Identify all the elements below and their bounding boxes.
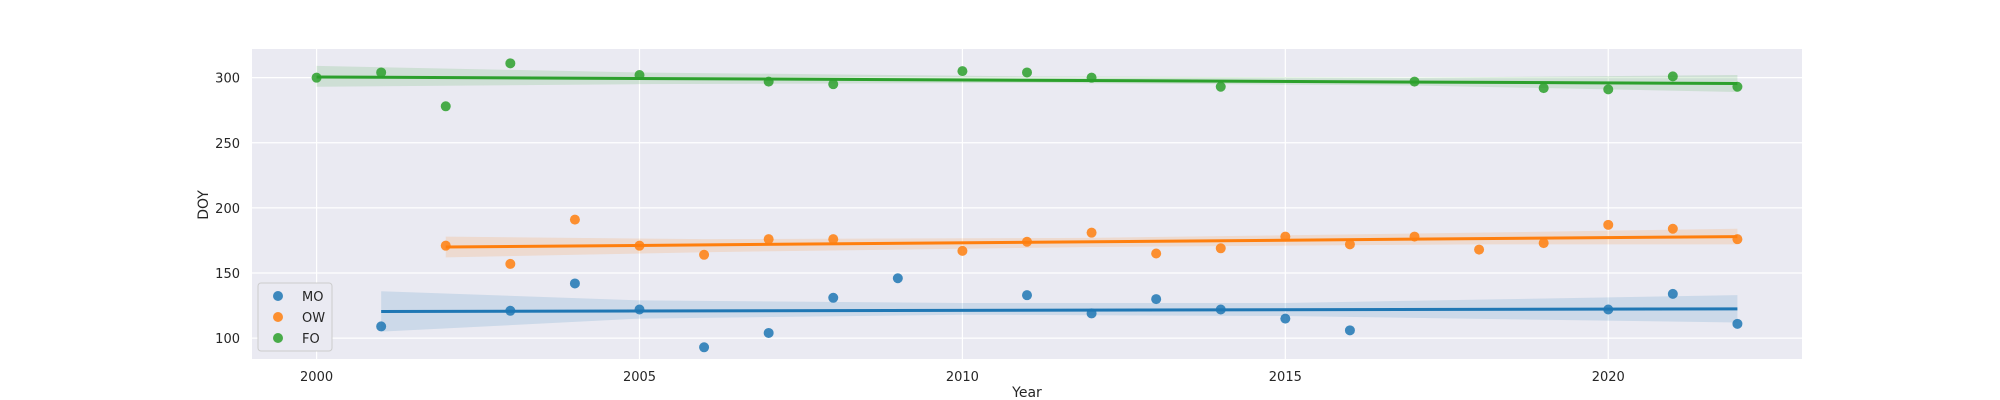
trend-line-fo (316, 75, 1738, 86)
data-point-ow (1474, 244, 1485, 255)
data-point-fo (1086, 72, 1097, 83)
data-point-ow (1022, 236, 1032, 247)
data-point-fo (440, 101, 451, 112)
data-point-fo (957, 66, 968, 77)
data-point-mo (828, 292, 839, 303)
data-point-ow (1151, 248, 1162, 259)
data-point-ow (1667, 223, 1678, 234)
data-point-mo (1280, 313, 1291, 324)
legend-label-mo: MO (302, 290, 323, 305)
x-tick-labels: 2000 2005 2010 2015 2020 (300, 370, 1625, 385)
data-point-ow (1603, 219, 1614, 230)
trend-line-mo (381, 307, 1738, 313)
legend-marker-mo (273, 291, 283, 301)
data-point-fo (1409, 76, 1420, 87)
data-point-ow (763, 234, 774, 245)
data-point-fo (634, 70, 645, 81)
data-point-fo (376, 67, 387, 78)
y-tick-label: 100 (215, 332, 240, 347)
data-point-mo (634, 304, 645, 315)
data-point-fo (1538, 83, 1549, 94)
data-point-fo (505, 58, 516, 69)
data-point-mo (569, 278, 580, 289)
data-point-fo (1732, 81, 1743, 92)
x-tick-label: 2005 (623, 370, 656, 385)
data-point-ow (634, 240, 645, 251)
x-tick-label: 2010 (946, 370, 979, 385)
x-tick-label: 2015 (1269, 370, 1302, 385)
data-point-mo (1086, 308, 1097, 319)
y-tick-label: 250 (215, 137, 240, 152)
data-point-ow (699, 249, 710, 260)
data-point-ow (828, 234, 839, 245)
data-point-mo (1022, 290, 1032, 301)
data-point-fo (828, 79, 839, 90)
data-point-mo (1732, 318, 1743, 329)
data-point-mo (892, 273, 903, 284)
data-point-mo (505, 305, 516, 316)
data-point-mo (1667, 288, 1678, 299)
data-point-mo (376, 321, 387, 332)
data-points (311, 58, 1743, 353)
data-point-ow (1344, 239, 1355, 250)
data-point-ow (1732, 234, 1743, 245)
data-point-fo (1603, 84, 1614, 95)
data-point-ow (957, 245, 968, 256)
trend-line-ow (445, 235, 1738, 249)
y-tick-label: 200 (215, 202, 240, 217)
data-point-fo (311, 72, 322, 83)
data-point-mo (1603, 304, 1614, 315)
legend-marker-fo (273, 333, 283, 343)
data-point-ow (569, 214, 580, 225)
data-point-mo (699, 342, 710, 353)
data-point-ow (505, 258, 516, 269)
data-point-fo (763, 76, 774, 87)
legend-marker-ow (273, 312, 283, 322)
data-point-mo (1344, 325, 1355, 336)
data-point-mo (763, 327, 774, 338)
trend-lines (316, 75, 1738, 313)
grid (252, 49, 1802, 359)
y-axis-label: DOY (196, 190, 212, 220)
data-point-mo (1151, 294, 1162, 305)
data-point-ow (1280, 231, 1291, 242)
y-tick-label: 300 (215, 72, 240, 87)
x-tick-label: 2000 (300, 370, 333, 385)
data-point-ow (1215, 243, 1226, 254)
y-tick-label: 150 (215, 267, 240, 282)
legend: MO OW FO (257, 282, 333, 352)
y-tick-labels: 100 150 200 250 300 (215, 72, 240, 348)
data-point-fo (1667, 71, 1678, 82)
data-point-fo (1215, 81, 1226, 92)
data-point-ow (1538, 238, 1549, 249)
data-point-ow (440, 240, 451, 251)
x-axis-label: Year (1011, 385, 1042, 400)
data-point-ow (1086, 227, 1097, 238)
data-point-ow (1409, 231, 1420, 242)
x-tick-label: 2020 (1592, 370, 1625, 385)
legend-label-ow: OW (302, 311, 325, 326)
legend-label-fo: FO (302, 332, 320, 347)
data-point-mo (1215, 304, 1226, 315)
data-point-fo (1022, 67, 1032, 78)
